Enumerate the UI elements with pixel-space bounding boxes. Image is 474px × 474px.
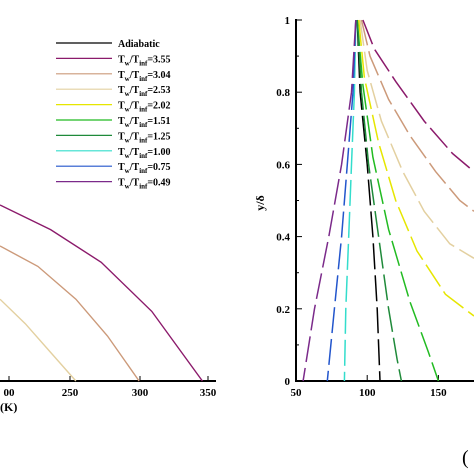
- right-series-line: [357, 19, 474, 317]
- left-series-line: [0, 245, 140, 382]
- right-series-line: [302, 19, 357, 382]
- panel-label: (: [462, 447, 469, 469]
- legend: Adiabatic Tw/Tinf=3.55 Tw/Tinf=3.04 Tw/Tinf…: [56, 39, 171, 191]
- right-y-tick-label: 1: [285, 15, 291, 27]
- left-x-tick-label: 250: [62, 387, 79, 399]
- left-axes: [0, 376, 216, 382]
- left-series-line: [0, 298, 77, 382]
- legend-label: Tw/Tinf=1.51: [118, 116, 171, 129]
- right-series-line: [362, 19, 471, 169]
- right-y-tick-label: 0.4: [276, 232, 290, 244]
- legend-label: Tw/Tinf=1.00: [118, 147, 171, 160]
- right-series-line: [356, 19, 381, 382]
- right-panel: 50 100 150 0 0.2 0.4 0.6 0.8 1 y/δ: [253, 15, 474, 399]
- right-y-tick-label: 0.6: [276, 159, 290, 171]
- left-panel: 00 250 300 350 (K): [0, 204, 217, 414]
- right-y-axis-label: y/δ: [253, 195, 267, 211]
- left-x-ticks: 00 250 300 350: [4, 387, 217, 399]
- legend-label: Adiabatic: [118, 39, 160, 50]
- left-x-tick-label: 00: [4, 387, 16, 399]
- left-x-axis-label: (K): [0, 400, 17, 414]
- right-x-tick-label: 150: [430, 387, 447, 399]
- right-x-tick-label: 50: [291, 387, 303, 399]
- right-y-tick-label: 0: [285, 376, 291, 388]
- legend-label: Tw/Tinf=2.53: [118, 85, 171, 98]
- right-x-tick-label: 100: [359, 387, 376, 399]
- right-x-ticks: 50 100 150: [291, 387, 448, 399]
- legend-label: Tw/Tinf=3.55: [118, 54, 171, 67]
- left-x-tick-label: 300: [132, 387, 149, 399]
- legend-label: Tw/Tinf=2.02: [118, 101, 171, 114]
- left-x-tick-label: 350: [200, 387, 217, 399]
- right-y-tick-label: 0.8: [276, 87, 290, 99]
- legend-label: Tw/Tinf=3.04: [118, 70, 171, 83]
- left-lines: [0, 204, 203, 382]
- right-lines: [302, 19, 474, 382]
- right-y-tick-label: 0.2: [276, 304, 290, 316]
- right-y-ticks: 0 0.2 0.4 0.6 0.8 1: [276, 15, 290, 388]
- right-series-line: [356, 19, 440, 382]
- right-series-line: [359, 19, 474, 259]
- legend-label: Tw/Tinf=1.25: [118, 131, 171, 144]
- right-axes: [295, 19, 474, 382]
- legend-label: Tw/Tinf=0.49: [118, 178, 171, 191]
- right-series-line: [356, 19, 403, 382]
- right-series-line: [326, 19, 357, 382]
- left-series-line: [0, 204, 203, 382]
- right-series-line: [343, 19, 357, 382]
- right-series-line: [360, 19, 474, 212]
- legend-label: Tw/Tinf=0.75: [118, 162, 171, 175]
